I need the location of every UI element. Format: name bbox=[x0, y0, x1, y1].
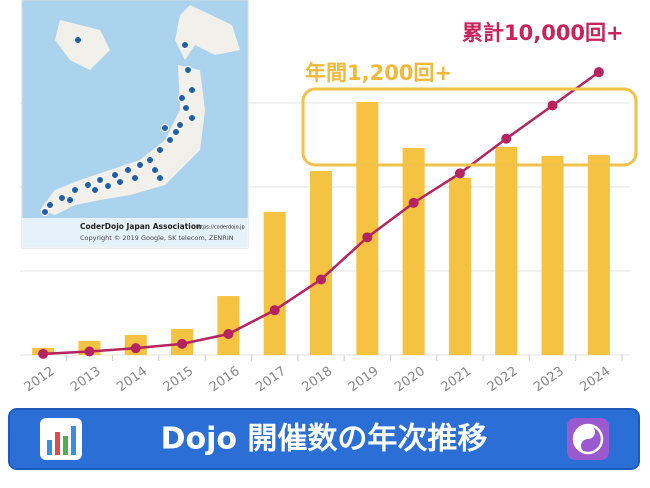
chart-title: Dojo 開催数の年次推移 bbox=[161, 422, 488, 457]
annotation: 累計10,000回+ bbox=[462, 21, 624, 45]
x-tick-label: 2021 bbox=[439, 364, 475, 395]
line-point bbox=[177, 338, 188, 349]
bar bbox=[310, 171, 332, 355]
map-pin bbox=[71, 186, 79, 194]
map-pin bbox=[151, 166, 159, 174]
map-url: https://coderdojo.jp bbox=[196, 225, 245, 231]
land bbox=[175, 5, 240, 60]
line-point bbox=[408, 197, 419, 208]
map-pin bbox=[116, 178, 124, 186]
map-pin bbox=[182, 104, 190, 112]
x-tick-label: 2012 bbox=[22, 364, 58, 395]
map-credit: CoderDojo Japan Association bbox=[80, 222, 201, 231]
bar bbox=[217, 296, 240, 355]
map-pins bbox=[41, 36, 196, 216]
map-pin bbox=[74, 36, 82, 44]
line-point bbox=[593, 67, 604, 78]
land bbox=[55, 20, 110, 70]
x-tick-label: 2022 bbox=[485, 364, 521, 395]
bar bbox=[495, 147, 518, 355]
map-pin bbox=[172, 128, 180, 136]
line-point bbox=[223, 329, 234, 339]
x-tick-label: 2020 bbox=[392, 364, 428, 395]
map-pin bbox=[188, 86, 196, 94]
line-point bbox=[269, 305, 280, 316]
x-tick-label: 2023 bbox=[531, 364, 567, 395]
x-tick-label: 2017 bbox=[253, 364, 289, 395]
map-pin bbox=[156, 146, 164, 154]
map-pin bbox=[111, 171, 119, 179]
line-point bbox=[501, 133, 512, 144]
x-tick-label: 2016 bbox=[207, 364, 243, 395]
chart-icon bbox=[40, 418, 82, 460]
x-tick-label: 2019 bbox=[346, 364, 382, 395]
map-pin bbox=[91, 186, 99, 194]
map-pin bbox=[84, 181, 92, 189]
highlight-box bbox=[301, 87, 638, 167]
x-tick-label: 2015 bbox=[161, 364, 197, 395]
map-pin bbox=[146, 156, 154, 164]
x-tick-label: 2013 bbox=[68, 364, 104, 395]
line-point bbox=[454, 168, 465, 179]
bar bbox=[402, 148, 425, 355]
banner bbox=[8, 408, 640, 470]
map-pin bbox=[41, 208, 49, 216]
map-pin bbox=[136, 161, 144, 169]
x-tick-label: 2024 bbox=[577, 364, 613, 395]
map-pin bbox=[58, 194, 66, 202]
annotation: 年間1,200回+ bbox=[305, 61, 452, 85]
map-pin bbox=[96, 176, 104, 184]
map-pin bbox=[124, 166, 132, 174]
bar bbox=[356, 101, 379, 355]
x-tick-label: 2018 bbox=[300, 364, 336, 395]
map-footer bbox=[22, 218, 248, 248]
map-copyright: Copyright © 2019 Google, SK telecom, ZEN… bbox=[80, 234, 234, 242]
map: CoderDojo Japan Association https://code… bbox=[21, 0, 249, 249]
map-pin bbox=[46, 201, 54, 209]
yin-yang-icon bbox=[567, 418, 609, 460]
x-tick-label: 2014 bbox=[114, 364, 150, 395]
line-point bbox=[130, 343, 141, 354]
line-point bbox=[84, 346, 95, 357]
line-point bbox=[38, 348, 49, 359]
bar bbox=[263, 212, 286, 355]
map-pin bbox=[131, 174, 139, 182]
map-pin bbox=[66, 196, 74, 204]
line-point bbox=[547, 100, 558, 111]
map-pin bbox=[188, 114, 196, 122]
marks bbox=[32, 67, 610, 359]
line-point bbox=[316, 274, 326, 285]
map-pin bbox=[178, 94, 186, 102]
map-pin bbox=[184, 66, 192, 74]
map-pin bbox=[104, 182, 112, 190]
bar bbox=[448, 177, 471, 355]
map-pin bbox=[176, 121, 184, 129]
map-pin bbox=[166, 136, 174, 144]
line-point bbox=[362, 232, 373, 243]
bar bbox=[587, 155, 610, 355]
bar bbox=[541, 155, 564, 355]
map-pin bbox=[156, 174, 164, 182]
map-pin bbox=[181, 41, 189, 49]
map-pin bbox=[161, 124, 169, 132]
